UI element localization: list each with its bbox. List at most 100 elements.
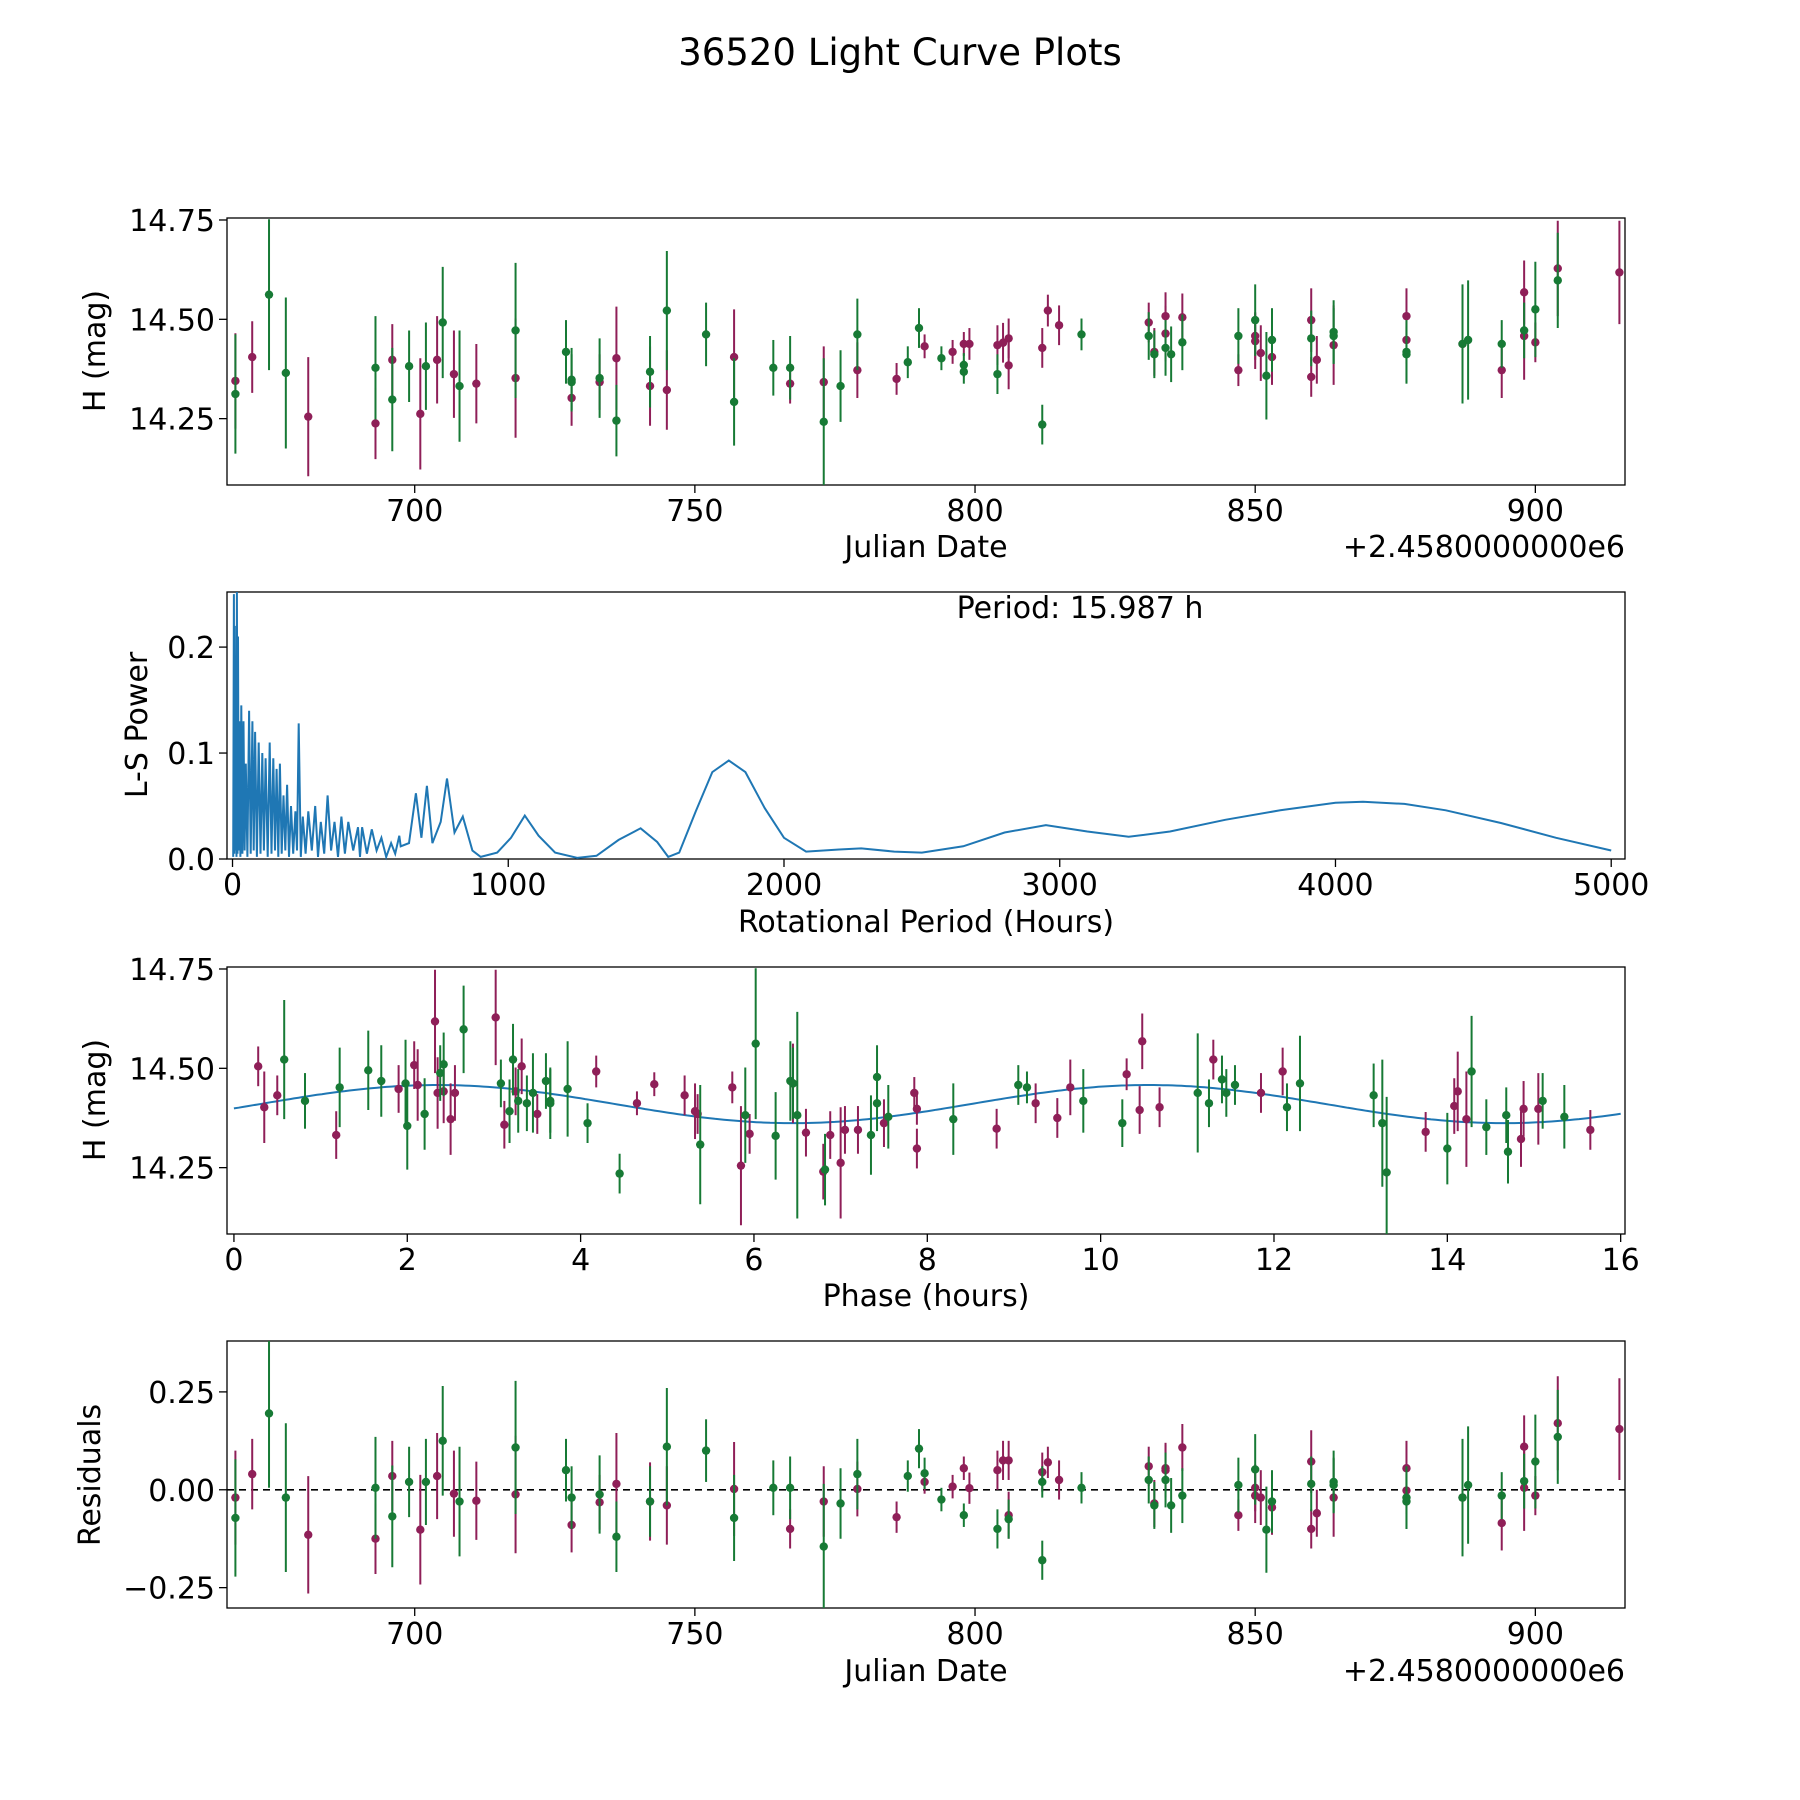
residuals-point-filter-b xyxy=(645,1497,655,1506)
phased-light-curve-point-filter-b xyxy=(1217,1075,1227,1084)
light-curve-point-filter-b xyxy=(785,363,795,372)
residuals-point-filter-b xyxy=(937,1495,946,1504)
light-curve-point-filter-b xyxy=(1178,338,1187,347)
residuals-point-filter-a xyxy=(248,1469,257,1479)
light-curve-point-filter-a xyxy=(416,409,425,419)
phased-light-curve-point-filter-a xyxy=(1519,1104,1528,1114)
light-curve-points xyxy=(231,219,1624,485)
phased-light-curve-point-filter-b xyxy=(364,1066,373,1075)
light-curve-point-filter-b xyxy=(993,369,1002,379)
light-curve-point-filter-a xyxy=(1519,288,1529,297)
light-curve-point-filter-b xyxy=(231,389,240,399)
phased-light-curve-point-filter-b xyxy=(1503,1147,1513,1156)
light-curve-xtick-label: 750 xyxy=(666,494,723,529)
light-curve-point-filter-a xyxy=(1307,372,1316,382)
residuals-point-filter-b xyxy=(1178,1491,1187,1500)
light-curve-point-filter-b xyxy=(1329,331,1338,341)
phased-light-curve-point-filter-b xyxy=(514,1096,523,1106)
light-curve-point-filter-b xyxy=(567,377,576,387)
light-curve-point-filter-a xyxy=(449,369,459,379)
residuals-point-filter-b xyxy=(421,1477,431,1487)
light-curve-point-filter-b xyxy=(404,362,414,371)
periodogram-xtick-label: 3000 xyxy=(1022,868,1098,903)
phased-light-curve-ytick-label: 14.75 xyxy=(129,953,215,988)
phased-light-curve-point-filter-b xyxy=(1022,1083,1032,1092)
light-curve-point-filter-a xyxy=(662,385,672,395)
light-curve-point-filter-b xyxy=(371,363,380,372)
residuals-point-filter-b xyxy=(281,1493,291,1502)
residuals-point-filter-b xyxy=(920,1469,929,1478)
residuals-point-filter-b xyxy=(785,1483,795,1493)
phased-light-curve-point-filter-b xyxy=(508,1055,518,1064)
phased-light-curve-point-filter-a xyxy=(450,1088,460,1098)
phased-light-curve-point-filter-a xyxy=(1138,1037,1147,1046)
light-curve-point-filter-b xyxy=(511,326,520,335)
residuals-point-filter-b xyxy=(612,1532,621,1541)
residuals-point-filter-a xyxy=(612,1479,621,1489)
residuals-point-filter-b xyxy=(1077,1483,1086,1493)
phased-light-curve-point-filter-b xyxy=(615,1169,624,1178)
light-curve-point-filter-b xyxy=(1144,331,1153,341)
residuals-point-filter-b xyxy=(1307,1479,1316,1489)
light-curve-ticks: 700 750 800 850 900 14.25 14.50 14.75 xyxy=(129,204,1564,529)
residuals-ytick-label: 0.25 xyxy=(148,1376,215,1411)
phased-light-curve-point-filter-a xyxy=(879,1118,889,1128)
residuals-point-filter-b xyxy=(769,1483,778,1493)
light-curve-point-filter-b xyxy=(662,306,672,315)
phased-light-curve-xlabel: Phase (hours) xyxy=(823,1279,1030,1314)
residuals-point-filter-b xyxy=(1553,1432,1562,1442)
light-curve-point-filter-b xyxy=(819,417,828,427)
phased-light-curve-point-filter-a xyxy=(853,1125,863,1135)
phased-light-curve-point-filter-b xyxy=(1282,1103,1292,1112)
light-curve-point-filter-b xyxy=(1402,350,1411,359)
phased-light-curve-point-filter-a xyxy=(1155,1103,1164,1112)
light-curve-point-filter-b xyxy=(959,367,969,376)
residuals-point-filter-b xyxy=(959,1511,969,1520)
residuals-point-filter-b xyxy=(1463,1480,1473,1490)
phased-light-curve-point-filter-a xyxy=(836,1158,845,1168)
phased-light-curve-xtick-label: 2 xyxy=(398,1243,417,1278)
phased-light-curve-point-filter-b xyxy=(1560,1112,1569,1121)
residuals-point-filter-b xyxy=(561,1465,571,1475)
residuals-point-filter-a xyxy=(1256,1493,1265,1502)
phased-light-curve-point-filter-a xyxy=(912,1104,922,1114)
phased-light-curve-xtick-label: 12 xyxy=(1255,1243,1293,1278)
phased-light-curve-point-filter-b xyxy=(541,1076,551,1086)
residuals-point-filter-b xyxy=(1038,1477,1047,1487)
phased-light-curve-ylabel: H (mag) xyxy=(78,1039,113,1161)
light-curve-point-filter-b xyxy=(264,290,274,299)
light-curve-point-filter-a xyxy=(1402,311,1411,321)
light-curve-xtick-label: 800 xyxy=(946,494,1003,529)
light-curve-point-filter-a xyxy=(304,412,313,421)
phased-light-curve-point-filter-b xyxy=(528,1088,538,1098)
residuals-point-filter-b xyxy=(1250,1465,1260,1474)
phased-light-curve-point-filter-b xyxy=(788,1079,798,1088)
phased-light-curve-point-filter-b xyxy=(1378,1118,1387,1128)
phased-light-curve-point-filter-a xyxy=(394,1084,403,1094)
residuals-xtick-label: 850 xyxy=(1227,1617,1284,1652)
phased-light-curve-point-filter-b xyxy=(522,1099,532,1108)
light-curve-point-filter-a xyxy=(965,339,974,349)
phased-light-curve-ticks: 0 2 4 6 8 10 12 14 16 14.25 14.50 14.75 xyxy=(129,953,1640,1278)
phased-light-curve-ytick-label: 14.50 xyxy=(129,1052,215,1087)
periodogram-ytick-label: 0.0 xyxy=(167,843,215,878)
light-curve-ytick-label: 14.50 xyxy=(129,303,215,338)
phased-light-curve-xtick-label: 10 xyxy=(1082,1243,1120,1278)
light-curve-point-filter-b xyxy=(914,323,924,333)
phased-light-curve-point-filter-b xyxy=(280,1055,289,1064)
light-curve-point-filter-a xyxy=(432,355,442,365)
light-curve-point-filter-b xyxy=(1077,330,1086,339)
light-curve-point-filter-a xyxy=(371,419,380,428)
phased-light-curve-xtick-label: 8 xyxy=(918,1243,937,1278)
figure-title: 36520 Light Curve Plots xyxy=(678,31,1122,74)
phased-light-curve-point-filter-b xyxy=(1222,1088,1231,1098)
residuals-ytick-label: 0.00 xyxy=(148,1474,215,1509)
periodogram-xlabel: Rotational Period (Hours) xyxy=(738,905,1114,940)
residuals-point-filter-b xyxy=(993,1524,1002,1534)
phased-light-curve-point-filter-b xyxy=(949,1114,958,1124)
phased-light-curve-point-filter-b xyxy=(751,1039,760,1048)
phased-light-curve-point-filter-a xyxy=(728,1083,737,1092)
phased-light-curve-point-filter-a xyxy=(1516,1134,1526,1144)
light-curve-ytick-label: 14.25 xyxy=(129,403,215,438)
